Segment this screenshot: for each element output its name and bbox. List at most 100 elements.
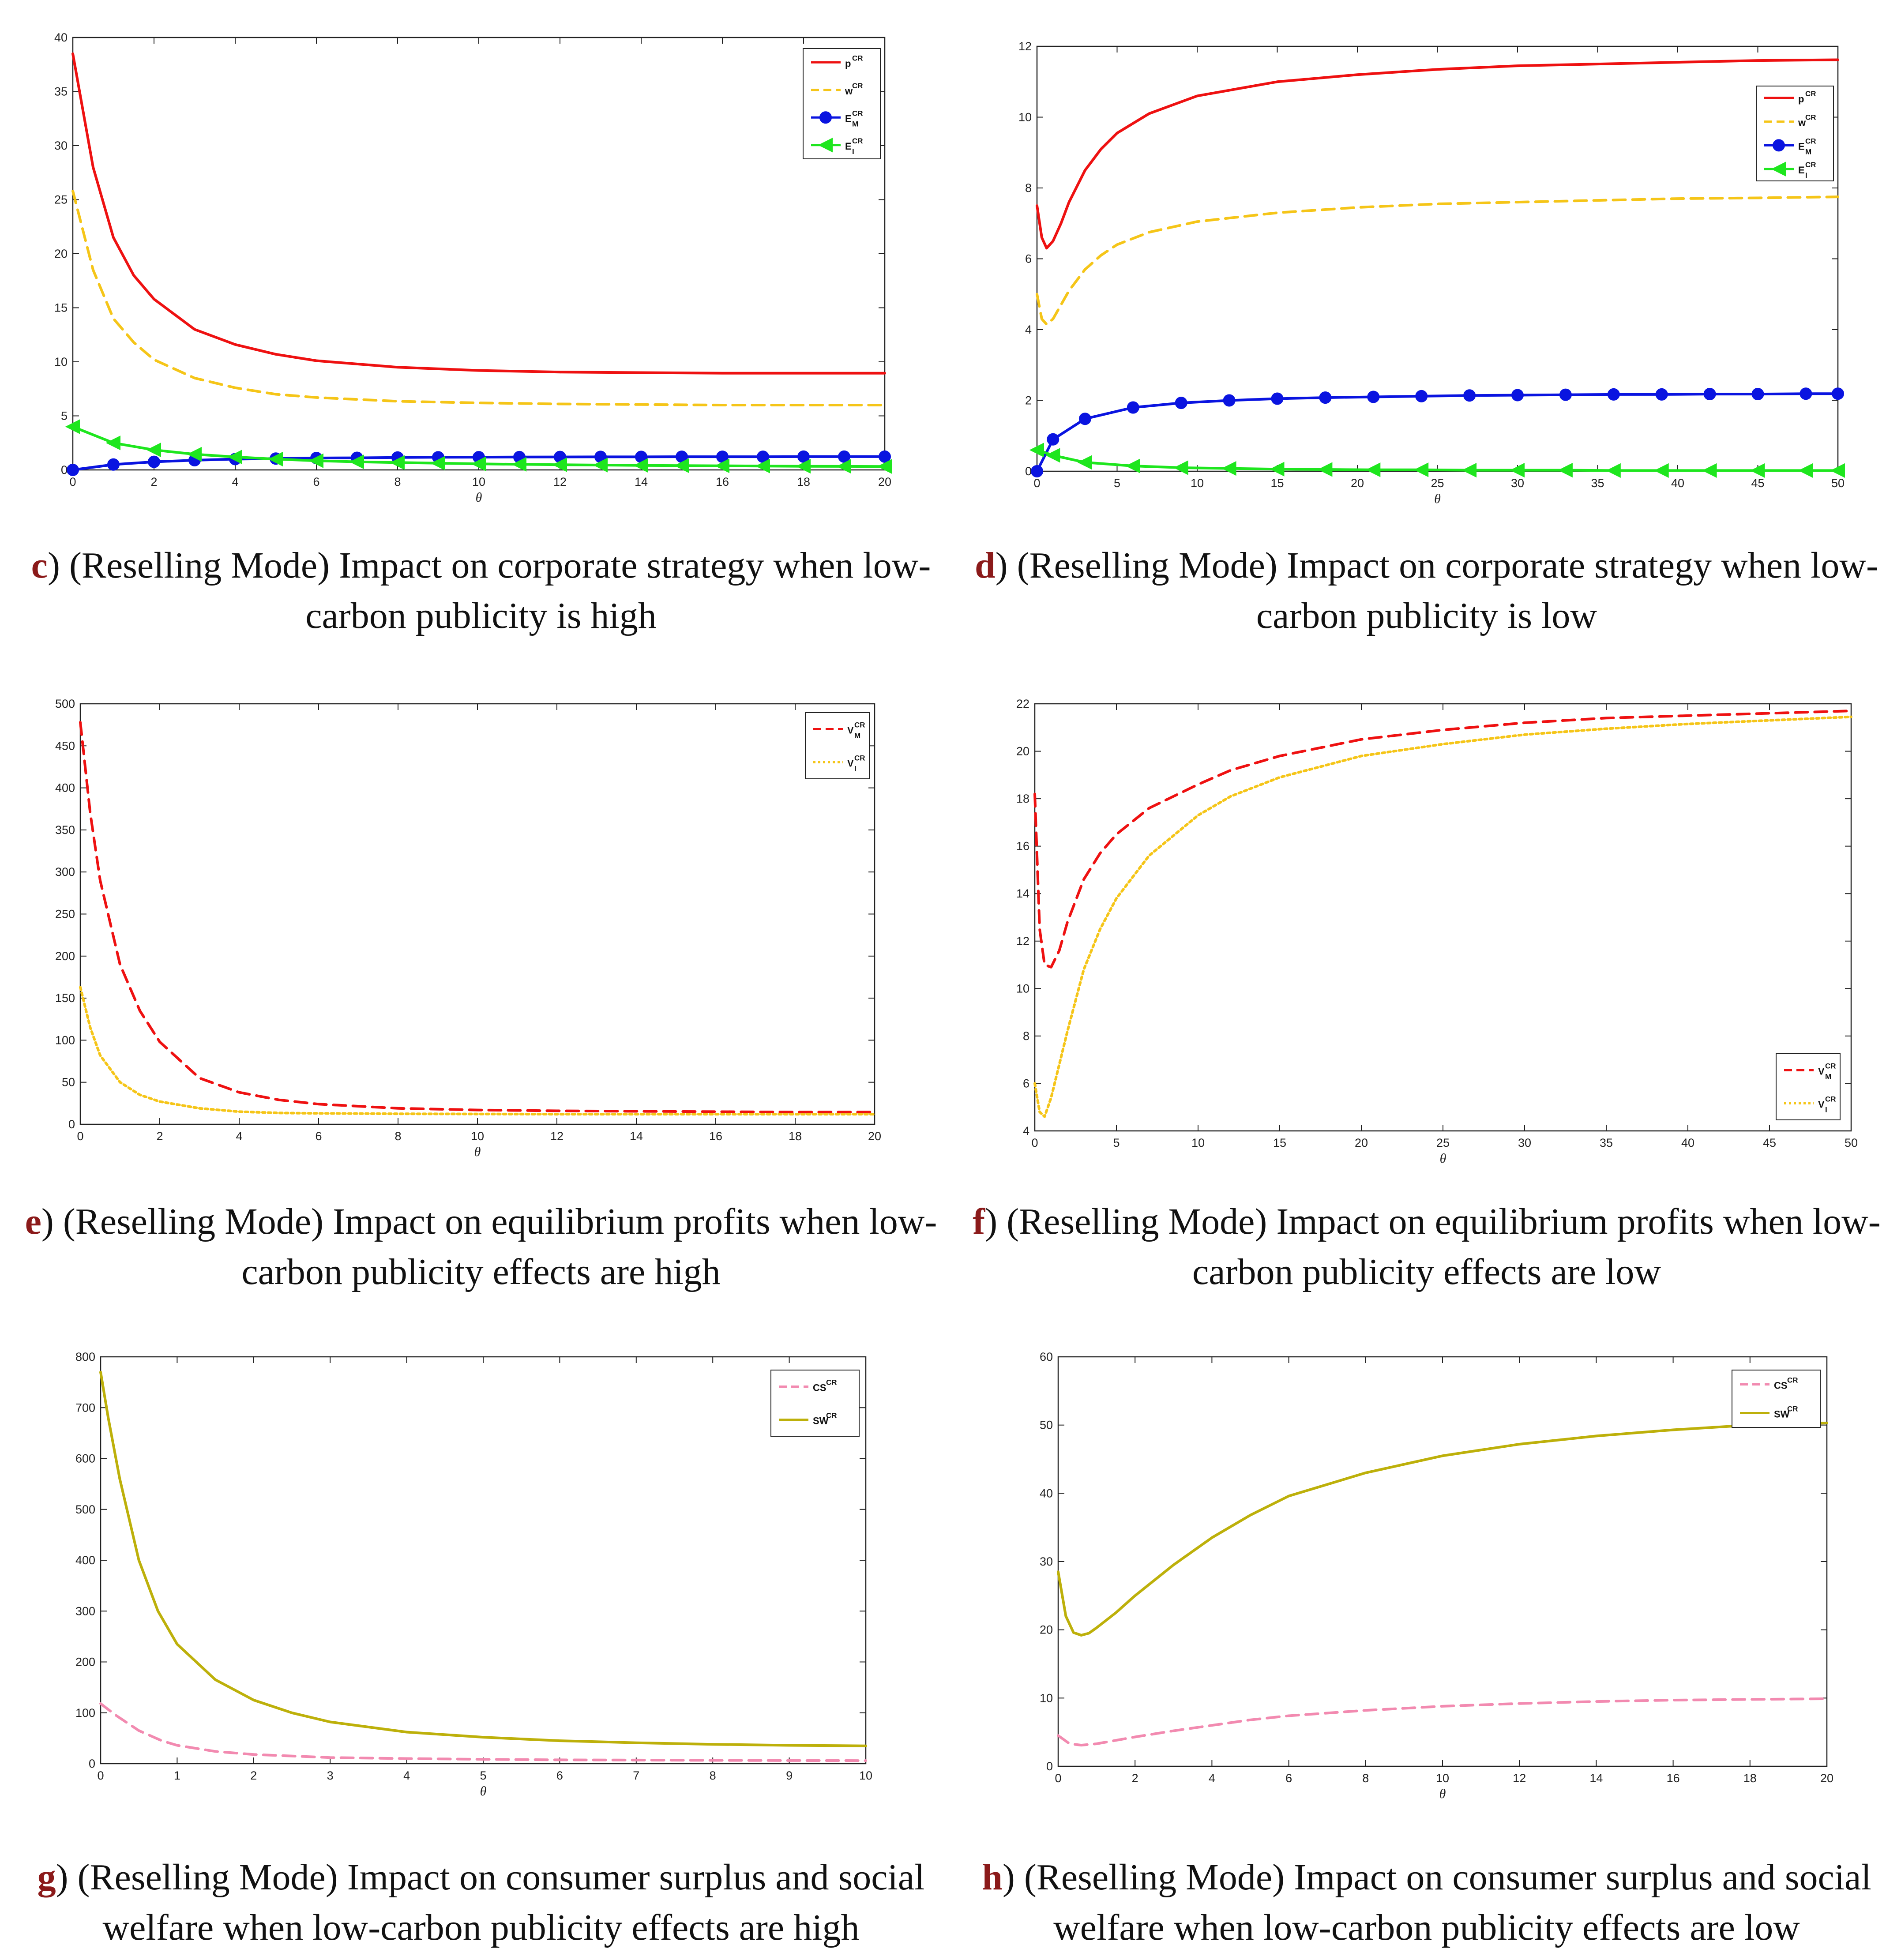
- x-tick-label-e-4: 8: [394, 1130, 401, 1143]
- legend-label-c-3: E: [845, 141, 852, 152]
- legend-label-f-1: V: [1818, 1099, 1825, 1110]
- data-point-d-2-6: [1271, 392, 1284, 405]
- data-point-d-3-3: [1125, 458, 1140, 473]
- x-tick-label-f-6: 30: [1518, 1136, 1531, 1149]
- x-tick-label-e-9: 18: [789, 1130, 802, 1143]
- x-tick-label-c-4: 8: [394, 475, 401, 488]
- data-point-c-3-14: [633, 458, 648, 473]
- legend-label-f-0: V: [1818, 1066, 1825, 1077]
- series-line-c-1: [71, 189, 886, 406]
- x-tick-label-g-5: 5: [480, 1769, 486, 1782]
- y-tick-label-c-7: 35: [54, 85, 68, 98]
- y-tick-label-d-5: 10: [1018, 111, 1032, 124]
- y-tick-label-c-2: 10: [54, 355, 68, 368]
- caption-c: c) (Reselling Mode) Impact on corporate …: [7, 541, 955, 641]
- caption-letter-f: f: [973, 1201, 985, 1242]
- series-line-g-0: [99, 1702, 867, 1762]
- data-point-d-2-7: [1319, 391, 1332, 404]
- x-tick-label-e-7: 14: [630, 1130, 643, 1143]
- x-axis-label-f: θ: [1440, 1151, 1446, 1166]
- legend-sub-c-3: I: [852, 147, 854, 156]
- data-point-c-3-7: [349, 454, 364, 469]
- x-tick-label-h-3: 6: [1285, 1772, 1292, 1785]
- data-point-c-3-13: [593, 458, 608, 473]
- legend-sup-c-1: CR: [852, 82, 863, 90]
- data-point-d-2-11: [1511, 389, 1524, 402]
- series-line-g-1: [99, 1370, 867, 1747]
- data-point-d-2-17: [1800, 387, 1812, 400]
- legend-label-c-2: E: [845, 113, 852, 124]
- legend-label-d-2: E: [1798, 141, 1805, 152]
- data-point-d-3-16: [1750, 463, 1765, 478]
- data-point-d-3-18: [1830, 463, 1845, 478]
- series-line-h-1: [1057, 1422, 1828, 1637]
- legend-label-c-0: p: [845, 58, 851, 69]
- legend-sub-d-2: M: [1805, 147, 1811, 156]
- x-tick-label-f-5: 25: [1436, 1136, 1450, 1149]
- y-tick-label-e-9: 450: [55, 739, 75, 752]
- x-tick-label-e-3: 6: [315, 1130, 322, 1143]
- legend-sup-e-1: CR: [854, 754, 865, 762]
- legend-sub-f-1: I: [1825, 1106, 1827, 1114]
- legend-sup-c-2: CR: [852, 109, 863, 117]
- data-point-c-3-5: [268, 451, 283, 467]
- data-point-d-3-4: [1173, 460, 1188, 475]
- y-tick-label-d-1: 2: [1025, 394, 1032, 407]
- y-tick-label-f-9: 22: [1016, 697, 1029, 710]
- data-point-d-2-9: [1415, 390, 1428, 402]
- data-point-d-2-4: [1175, 397, 1187, 409]
- x-tick-label-g-3: 3: [327, 1769, 334, 1782]
- x-tick-label-g-1: 1: [174, 1769, 180, 1782]
- legend-sup-h-0: CR: [1787, 1376, 1798, 1385]
- x-tick-label-e-2: 4: [236, 1130, 242, 1143]
- legend-label-d-1: w: [1798, 117, 1806, 128]
- caption-letter-e: e: [25, 1201, 41, 1242]
- legend-label-g-1: SW: [813, 1416, 829, 1427]
- y-tick-label-e-4: 200: [55, 950, 75, 963]
- y-tick-label-e-8: 400: [55, 781, 75, 795]
- data-point-d-2-5: [1223, 394, 1236, 407]
- y-tick-label-e-1: 50: [62, 1076, 75, 1089]
- y-tick-label-g-1: 100: [75, 1706, 95, 1720]
- x-tick-label-c-1: 2: [150, 475, 157, 488]
- y-tick-label-c-8: 40: [54, 31, 68, 44]
- plot-frame-e: [79, 703, 875, 1125]
- y-tick-label-f-7: 18: [1016, 792, 1029, 805]
- x-tick-label-g-8: 8: [710, 1769, 716, 1782]
- data-point-c-3-0: [65, 419, 80, 434]
- legend-box-g: [770, 1370, 860, 1437]
- x-axis-label-g: θ: [480, 1784, 487, 1799]
- plot-frame-d: [1036, 45, 1839, 472]
- y-tick-label-c-4: 20: [54, 247, 68, 260]
- data-point-c-3-9: [430, 456, 445, 471]
- legend-sub-c-2: M: [852, 120, 858, 128]
- legend-box-c: [803, 48, 881, 159]
- caption-d: d) (Reselling Mode) Impact on corporate …: [952, 541, 1901, 641]
- data-point-c-3-8: [390, 455, 405, 470]
- data-point-c-2-19: [838, 450, 850, 463]
- data-point-c-3-18: [796, 459, 811, 474]
- x-tick-label-g-4: 4: [403, 1769, 410, 1782]
- x-tick-label-f-9: 45: [1763, 1136, 1776, 1149]
- legend-sup-d-1: CR: [1805, 113, 1816, 122]
- x-tick-label-c-9: 18: [797, 475, 810, 488]
- series-line-e-1: [79, 986, 876, 1116]
- data-point-c-3-16: [714, 458, 729, 473]
- x-tick-label-d-10: 50: [1831, 477, 1845, 490]
- x-tick-label-e-6: 12: [550, 1130, 564, 1143]
- y-tick-label-h-2: 20: [1040, 1623, 1053, 1637]
- data-point-d-2-3: [1127, 401, 1139, 414]
- y-tick-label-e-10: 500: [55, 697, 75, 710]
- data-point-d-2-0: [1031, 465, 1043, 477]
- y-tick-label-h-0: 0: [1046, 1760, 1053, 1773]
- x-tick-label-f-8: 40: [1681, 1136, 1694, 1149]
- y-tick-label-g-4: 400: [75, 1554, 95, 1567]
- y-tick-label-f-6: 16: [1016, 840, 1029, 853]
- y-tick-label-h-5: 50: [1040, 1419, 1053, 1432]
- x-tick-label-d-7: 35: [1591, 477, 1604, 490]
